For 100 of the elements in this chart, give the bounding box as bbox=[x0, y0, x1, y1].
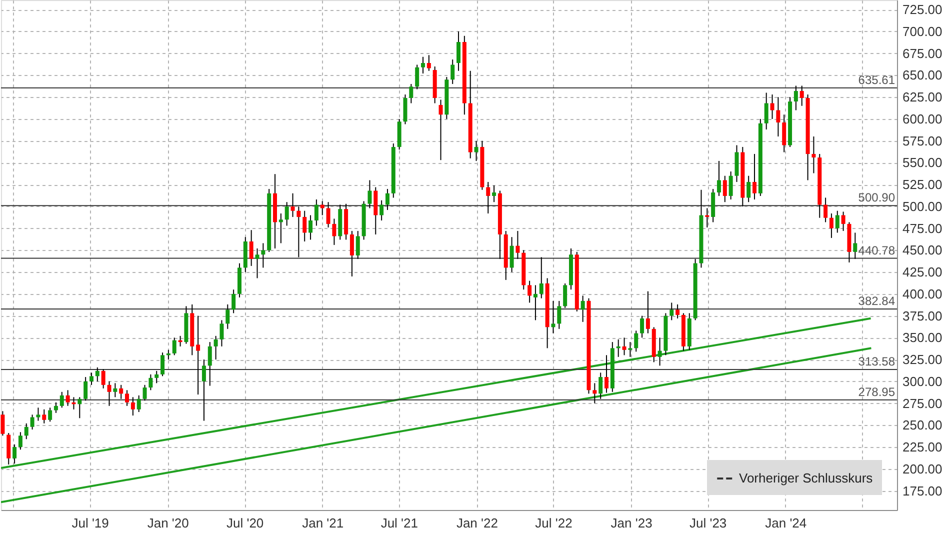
candlestick bbox=[284, 202, 289, 226]
candlestick bbox=[528, 280, 532, 304]
candlestick bbox=[510, 236, 514, 273]
candlestick bbox=[278, 212, 283, 244]
y-tick-label: 250.00 bbox=[902, 418, 942, 433]
candlestick bbox=[314, 198, 318, 226]
y-tick-label: 200.00 bbox=[902, 461, 942, 476]
candlestick bbox=[95, 366, 100, 382]
candlestick bbox=[107, 380, 112, 406]
candlestick bbox=[486, 181, 490, 214]
y-tick-label: 650.00 bbox=[902, 68, 942, 83]
y-tick-label: 675.00 bbox=[902, 46, 942, 61]
candlestick bbox=[48, 407, 52, 422]
candlestick bbox=[160, 352, 165, 377]
candlestick bbox=[125, 390, 130, 406]
ref-line-label: 278.95 bbox=[858, 384, 896, 399]
candlestick bbox=[208, 342, 212, 386]
candlestick bbox=[598, 372, 603, 400]
candlestick bbox=[130, 396, 135, 416]
candlestick bbox=[841, 211, 846, 232]
candlestick bbox=[172, 337, 176, 356]
candlestick bbox=[42, 408, 46, 424]
candlestick bbox=[326, 202, 330, 228]
candlestick bbox=[670, 302, 674, 321]
candlestick bbox=[54, 402, 58, 414]
candlestick bbox=[734, 144, 739, 182]
y-tick-label: 425.00 bbox=[902, 264, 942, 280]
candlestick bbox=[89, 372, 94, 386]
candlestick bbox=[255, 248, 260, 279]
candlestick bbox=[385, 188, 390, 210]
candlestick bbox=[551, 300, 556, 334]
y-tick-label: 575.00 bbox=[902, 133, 942, 148]
candlestick bbox=[332, 218, 336, 246]
candlestick bbox=[84, 376, 88, 402]
candlestick bbox=[812, 136, 816, 174]
candlestick bbox=[604, 354, 609, 394]
candlestick bbox=[580, 295, 585, 322]
candlestick bbox=[800, 85, 804, 106]
candlestick bbox=[24, 422, 28, 440]
candlestick bbox=[853, 232, 858, 260]
candlestick bbox=[350, 230, 354, 277]
candlestick bbox=[646, 290, 650, 334]
candlestick bbox=[368, 180, 372, 209]
candlestick bbox=[403, 94, 408, 125]
candlestick bbox=[261, 242, 266, 268]
candlestick bbox=[154, 370, 159, 384]
candlestick bbox=[426, 54, 431, 72]
legend-label: Vorheriger Schlusskurs bbox=[739, 470, 874, 486]
candlestick bbox=[716, 160, 721, 196]
candlestick bbox=[438, 99, 443, 161]
y-tick-label: 175.00 bbox=[902, 483, 942, 498]
candlestick bbox=[420, 56, 425, 74]
candlestick bbox=[492, 184, 496, 203]
candlestick bbox=[557, 300, 562, 330]
x-tick-label: Jan '21 bbox=[302, 516, 344, 530]
candlestick bbox=[142, 384, 147, 402]
y-tick-label: 625.00 bbox=[902, 90, 942, 105]
y-tick-label: 550.00 bbox=[902, 155, 942, 170]
y-tick-label: 325.00 bbox=[902, 352, 942, 368]
candlestick bbox=[18, 432, 22, 450]
candlestick bbox=[824, 197, 828, 223]
candlestick bbox=[36, 407, 40, 422]
candlestick bbox=[474, 140, 478, 162]
x-tick-label: Jan '23 bbox=[610, 516, 652, 530]
y-tick-label: 300.00 bbox=[902, 374, 942, 389]
x-tick-label: Jan '20 bbox=[147, 516, 189, 530]
candlestick bbox=[232, 289, 236, 314]
candlestick bbox=[136, 394, 141, 413]
x-tick-label: Jul '21 bbox=[380, 516, 418, 530]
candlestick bbox=[533, 284, 538, 321]
x-tick-label: Jan '24 bbox=[765, 516, 807, 530]
y-tick-label: 525.00 bbox=[902, 177, 942, 192]
ref-line-label: 500.90 bbox=[858, 190, 896, 205]
candlestick bbox=[196, 315, 200, 396]
candlestick bbox=[78, 396, 82, 419]
y-tick-label: 225.00 bbox=[902, 440, 942, 455]
y-tick-label: 600.00 bbox=[902, 111, 942, 126]
candlestick bbox=[308, 214, 313, 240]
candlestick bbox=[409, 83, 414, 104]
ref-line-label: 313.58 bbox=[858, 354, 896, 369]
x-tick-label: Jul '20 bbox=[226, 516, 264, 530]
candlestick bbox=[592, 382, 597, 404]
y-tick-label: 450.00 bbox=[902, 242, 942, 258]
candlestick bbox=[794, 85, 798, 111]
candlestick bbox=[776, 96, 780, 137]
x-tick-label: Jul '22 bbox=[535, 516, 572, 530]
y-tick-label: 350.00 bbox=[902, 330, 942, 346]
candlestick bbox=[770, 94, 774, 120]
y-tick-label: 725.00 bbox=[902, 2, 942, 18]
candlestick bbox=[302, 210, 307, 242]
x-tick-label: Jan '22 bbox=[456, 516, 498, 530]
candlestick bbox=[356, 230, 360, 260]
x-tick-label: Jul '23 bbox=[689, 516, 727, 530]
candlestick bbox=[563, 282, 568, 308]
candlestick bbox=[728, 170, 733, 200]
candlestick bbox=[226, 304, 230, 330]
y-tick-label: 400.00 bbox=[902, 286, 942, 302]
candlestick bbox=[6, 432, 11, 466]
candlestick bbox=[249, 230, 254, 266]
ref-line-label: 635.61 bbox=[858, 72, 896, 87]
